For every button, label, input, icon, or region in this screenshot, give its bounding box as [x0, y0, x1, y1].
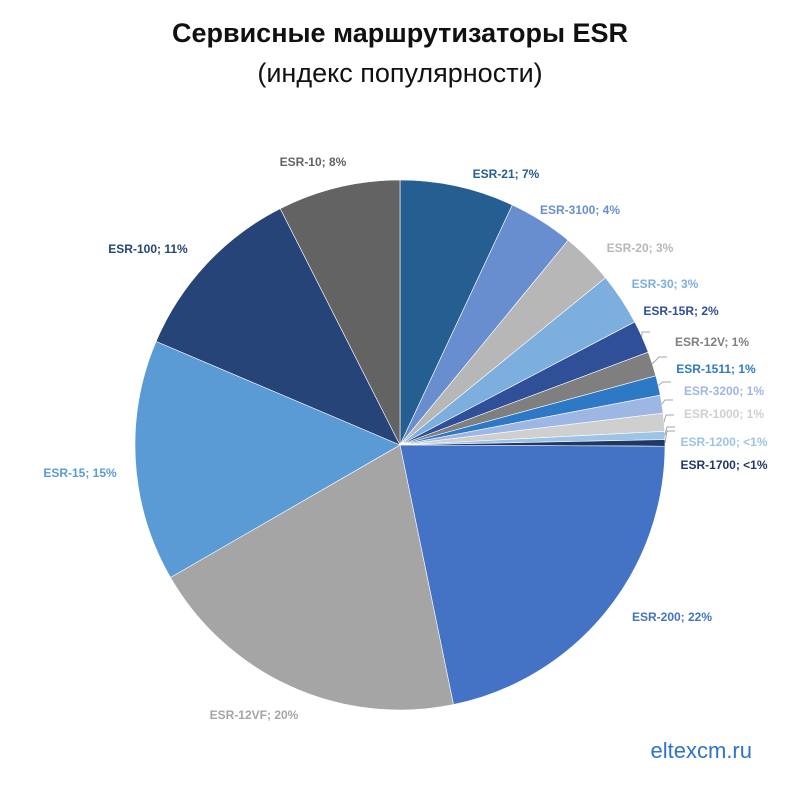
pie-slice: [279, 179, 401, 446]
leader-line: [651, 356, 667, 365]
pie-slice: [134, 340, 401, 578]
pie-slice: [399, 179, 513, 446]
leader-line: [661, 399, 673, 405]
chart-title: Сервисные маршрутизаторы ESR: [171, 18, 629, 48]
slice-label: ESR-20; 3%: [607, 241, 674, 255]
slice-label: ESR-1700; <1%: [680, 458, 767, 472]
watermark-text: eltexcm.ru: [650, 738, 752, 763]
pie-slice: [170, 444, 454, 711]
slice-label: ESR-1511; 1%: [676, 362, 756, 376]
leader-line: [664, 426, 675, 436]
leader-lines: [641, 331, 675, 443]
leader-line: [641, 331, 650, 337]
slice-label: ESR-15; 15%: [43, 466, 117, 480]
slice-label: ESR-10; 8%: [280, 155, 347, 169]
slice-label: ESR-100; 11%: [108, 242, 188, 256]
slice-label: ESR-30; 3%: [632, 277, 699, 291]
leader-line: [663, 414, 674, 423]
pie-slice: [399, 444, 666, 705]
slice-label: ESR-21; 7%: [473, 167, 540, 181]
chart-subtitle: (индекс популярности): [257, 58, 543, 88]
slice-label: ESR-15R; 2%: [643, 304, 719, 318]
slice-label: ESR-200; 22%: [632, 610, 712, 624]
slice-label: ESR-3200; 1%: [684, 384, 764, 398]
slice-label: ESR-12V; 1%: [675, 335, 749, 349]
slice-label: ESR-1000; 1%: [684, 407, 764, 421]
slice-labels: ESR-21; 7% ESR-3100; 4% ESR-20; 3% ESR-30; …: [43, 155, 768, 722]
slice-label: ESR-3100; 4%: [540, 203, 620, 217]
leader-line: [657, 381, 671, 386]
slice-label: ESR-1200; <1%: [680, 435, 767, 449]
leader-line: [664, 430, 675, 443]
slice-label: ESR-12VF; 20%: [210, 708, 299, 722]
pie-slice: [155, 208, 401, 446]
pie-slices: [134, 179, 666, 711]
